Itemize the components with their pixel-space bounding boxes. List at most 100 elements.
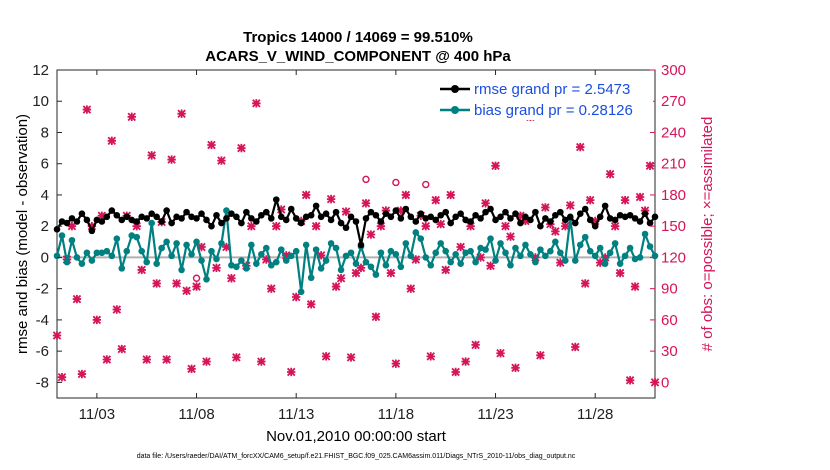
obs-count-marker [585,195,595,205]
obs-count-marker [306,300,316,309]
bias-point [457,260,464,267]
legend-rmse-label: rmse grand pr = 2.5473 [474,81,630,98]
rmse-point [512,210,519,217]
obs-count-marker [466,221,475,231]
rmse-point [78,210,86,217]
obs-count-marker [336,274,346,283]
obs-count-marker [277,205,286,214]
bias-point [462,249,469,257]
y-tick-label: 8 [41,124,49,141]
rmse-point [178,215,185,222]
obs-count-marker [202,357,211,366]
bias-point [487,235,494,242]
rmse-point [611,216,619,224]
obs-possible-marker [422,180,430,189]
obs-count-marker [625,376,635,385]
obs-count-marker [272,221,281,231]
obs-count-marker [267,284,276,293]
rmse-point [357,241,365,249]
rmse-point [497,213,504,221]
obs-count-marker [590,216,600,226]
rmse-point [203,216,210,224]
obs-count-marker [446,190,455,200]
chart-title: Tropics 14000 / 14069 = 99.510% [243,29,473,46]
y-right-tick-label: 0 [661,374,669,391]
bias-point [243,265,250,272]
rmse-point [562,216,569,224]
rmse-point [631,215,639,222]
bias-point [447,258,454,266]
rmse-point [472,211,479,219]
obs-count-marker [516,211,525,221]
bias-point [347,249,355,257]
rmse-point [552,211,559,219]
rmse-point [462,216,469,224]
bias-point [312,246,320,253]
obs-count-marker [167,155,176,164]
obs-count-marker [112,305,122,314]
bias-point [382,261,390,269]
rmse-point [646,219,654,227]
rmse-point [327,216,335,224]
rmse-point [427,213,435,221]
legend-rmse-marker [451,85,459,93]
y-tick-label: -4 [36,312,49,329]
rmse-point [616,211,624,219]
obs-count-marker [615,268,625,278]
bias-point [507,261,514,269]
rmse-point [292,215,300,222]
bias-point [302,241,310,249]
y-tick-label: -2 [36,281,49,298]
rmse-point [347,213,355,221]
obs-count-marker [576,142,585,152]
bias-point [143,258,150,266]
rmse-point [557,208,564,216]
bias-point [188,251,195,258]
bias-point [267,261,275,269]
bias-point [417,235,425,242]
bias-point [477,244,484,252]
obs-count-marker [197,242,206,252]
bias-point [527,251,534,258]
rmse-point [422,215,430,222]
obs-count-marker [635,192,645,202]
rmse-point [417,210,425,217]
rmse-point [272,196,280,203]
bias-point [173,240,180,247]
rmse-point [253,218,260,225]
bias-point [362,258,370,266]
obs-count-marker [605,169,615,179]
obs-count-marker [172,279,181,288]
rmse-point [387,213,395,221]
rmse-point [397,215,405,222]
x-tick-label: 11/28 [577,406,613,423]
rmse-point [297,219,305,227]
bias-point [317,265,325,272]
obs-count-marker [556,258,565,267]
obs-count-marker [97,211,107,221]
rmse-point [392,207,400,214]
obs-count-marker [107,136,117,146]
obs-count-marker [371,312,381,322]
rmse-point [163,207,170,214]
obs-count-marker [127,112,136,122]
x-tick-label: 11/23 [477,406,513,423]
rmse-point [382,210,390,217]
bias-point [88,257,96,264]
obs-count-marker [481,199,490,208]
rmse-point [367,208,375,216]
x-tick-label: 11/08 [178,406,214,423]
rmse-point [73,218,81,225]
x-tick-label: 11/03 [79,406,115,423]
obs-count-marker [192,282,201,291]
rmse-point [337,219,345,227]
bias-point [178,266,185,274]
rmse-point [467,218,474,225]
bias-point [502,249,509,257]
obs-count-marker [511,363,520,373]
rmse-point [437,211,445,219]
bias-point [387,247,395,255]
chart-subtitle: ACARS_V_WIND_COMPONENT @ 400 hPa [205,48,511,65]
rmse-point [547,218,554,225]
obs-possible-marker [362,175,370,184]
